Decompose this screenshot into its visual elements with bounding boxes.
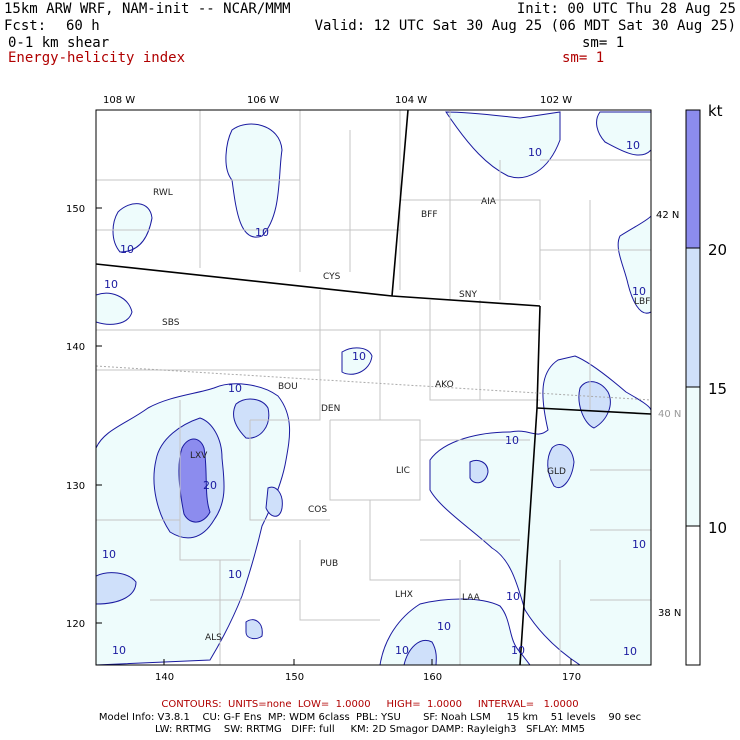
map-frame <box>95 109 652 666</box>
station-gld: GLD <box>547 467 566 477</box>
field-ehi-smoothing: sm= 1 <box>562 50 605 66</box>
colorbar-level: 15 <box>708 380 727 398</box>
forecast-hour: 60 h <box>66 18 100 34</box>
station-labels: RWL BFF AIA CYS SNY SBS LBF BOU AKO DEN … <box>153 188 650 643</box>
contour-label: 10 <box>632 285 646 298</box>
station-cys: CYS <box>323 272 341 282</box>
colorbar-segment-low <box>685 386 701 527</box>
left-grid-label: 150 <box>66 204 85 215</box>
state-boundaries <box>96 110 651 665</box>
right-lat-label: 42 N <box>656 210 679 221</box>
field-shear-label: 0-1 km shear <box>8 35 110 51</box>
contour-label: 10 <box>511 644 525 657</box>
contour-label: 10 <box>255 226 269 239</box>
station-ako: AKO <box>435 380 454 390</box>
bottom-grid-label: 160 <box>423 672 442 683</box>
axis-ticks <box>96 207 572 665</box>
station-sbs: SBS <box>162 318 180 328</box>
station-bou: BOU <box>278 382 298 392</box>
contour-label: 10 <box>506 590 520 603</box>
colorbar-level: 20 <box>708 241 727 259</box>
field-ehi-label: Energy-helicity index <box>8 50 186 66</box>
bottom-grid-label: 170 <box>562 672 581 683</box>
station-sny: SNY <box>459 290 477 300</box>
colorbar-segment-none <box>685 525 701 666</box>
colorbar: kt 20 15 10 <box>685 102 727 666</box>
contour-label: 10 <box>632 538 646 551</box>
station-lbf: LBF <box>634 297 650 307</box>
station-laa: LAA <box>462 593 481 603</box>
init-time: Init: 00 UTC Thu 28 Aug 25 <box>516 1 736 17</box>
model-info-line1: Model Info: V3.8.1 CU: G-F Ens MP: WDM 6… <box>98 712 642 723</box>
colorbar-level: 10 <box>708 519 727 537</box>
valid-time: Valid: 12 UTC Sat 30 Aug 25 (06 MDT Sat … <box>314 18 736 34</box>
station-lxv: LXV <box>190 451 208 461</box>
top-lon-label: 104 W <box>395 95 427 106</box>
contour-label: 10 <box>437 620 451 633</box>
contours-info: CONTOURS: UNITS=none LOW= 1.0000 HIGH= 1… <box>161 699 579 710</box>
latitude-40n-line <box>96 365 651 401</box>
top-lon-label: 106 W <box>247 95 279 106</box>
contour-label: 10 <box>395 644 409 657</box>
contour-label: 10 <box>102 548 116 561</box>
bottom-grid-label: 140 <box>155 672 174 683</box>
contour-label: 10 <box>528 146 542 159</box>
right-lat-label: 40 N <box>658 409 681 420</box>
contour-label: 10 <box>623 645 637 658</box>
model-title: 15km ARW WRF, NAM-init -- NCAR/MMM <box>4 1 291 17</box>
contour-label: 10 <box>104 278 118 291</box>
left-grid-label: 120 <box>66 619 85 630</box>
field-shear-smoothing: sm= 1 <box>582 35 625 51</box>
colorbar-unit: kt <box>708 102 723 120</box>
left-grid-label: 140 <box>66 342 85 353</box>
contour-label: 10 <box>228 568 242 581</box>
contour-labels: 10 10 10 10 10 10 10 10 10 10 10 20 10 1… <box>102 139 646 658</box>
contour-label: 10 <box>626 139 640 152</box>
colorbar-segment-high <box>685 109 701 249</box>
county-lines <box>96 110 651 665</box>
left-grid-label: 130 <box>66 481 85 492</box>
station-den: DEN <box>321 404 340 414</box>
station-lic: LIC <box>396 466 410 476</box>
station-aia: AIA <box>481 197 497 207</box>
station-lhx: LHX <box>395 590 413 600</box>
right-lat-label: 38 N <box>658 608 681 619</box>
contour-label: 20 <box>203 479 217 492</box>
contour-label: 10 <box>120 243 134 256</box>
contour-label: 10 <box>112 644 126 657</box>
top-lon-label: 108 W <box>103 95 135 106</box>
model-info-line2: LW: RRTMG SW: RRTMG DIFF: full KM: 2D Sm… <box>155 724 585 735</box>
top-lon-label: 102 W <box>540 95 572 106</box>
station-cos: COS <box>308 505 327 515</box>
station-rwl: RWL <box>153 188 173 198</box>
bottom-grid-label: 150 <box>285 672 304 683</box>
station-bff: BFF <box>421 210 438 220</box>
colorbar-segment-mid <box>685 247 701 388</box>
station-als: ALS <box>205 633 222 643</box>
station-pub: PUB <box>320 559 338 569</box>
contour-label: 10 <box>505 434 519 447</box>
contour-label: 10 <box>352 350 366 363</box>
forecast-label: Fcst: <box>4 18 47 34</box>
contour-label: 10 <box>228 382 242 395</box>
